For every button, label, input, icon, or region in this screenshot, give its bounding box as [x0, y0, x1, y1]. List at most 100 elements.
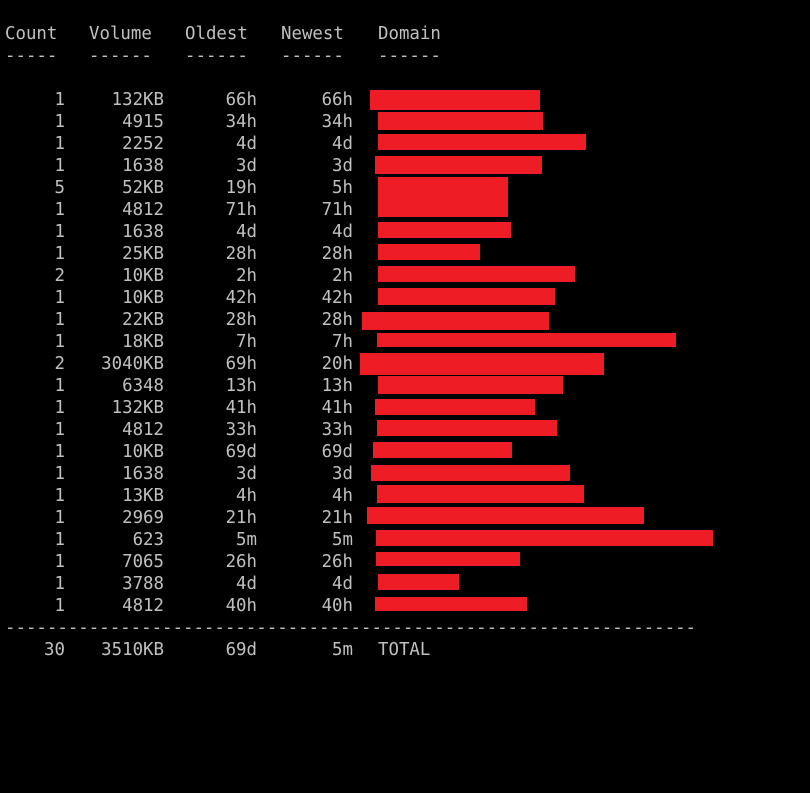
redaction-box [375, 156, 542, 174]
row-count: 1 [54, 222, 65, 242]
row-volume: 10KB [122, 442, 164, 462]
redaction-box [378, 222, 511, 238]
row-oldest: 4d [236, 134, 257, 154]
row-volume: 10KB [122, 266, 164, 286]
redaction-box [378, 288, 555, 305]
row-count: 1 [54, 112, 65, 132]
row-oldest: 3d [236, 156, 257, 176]
row-newest: 7h [332, 332, 353, 352]
row-volume: 4915 [122, 112, 164, 132]
row-volume: 3788 [122, 574, 164, 594]
row-oldest: 41h [225, 398, 257, 418]
total-volume: 3510KB [101, 640, 164, 660]
row-oldest: 28h [225, 244, 257, 264]
row-oldest: 42h [225, 288, 257, 308]
redaction-box [360, 353, 604, 375]
redaction-box [370, 90, 540, 110]
row-newest: 4d [332, 574, 353, 594]
row-volume: 1638 [122, 222, 164, 242]
row-newest: 28h [321, 310, 353, 330]
row-count: 1 [54, 398, 65, 418]
redaction-box [367, 507, 644, 524]
row-oldest: 4h [236, 486, 257, 506]
row-volume: 2252 [122, 134, 164, 154]
row-newest: 26h [321, 552, 353, 572]
row-newest: 3d [332, 464, 353, 484]
row-volume: 4812 [122, 200, 164, 220]
row-newest: 41h [321, 398, 353, 418]
terminal-window[interactable]: Count Volume Oldest Newest Domain ----- … [0, 0, 810, 679]
header-volume: Volume [89, 24, 152, 44]
row-volume: 132KB [111, 90, 164, 110]
row-newest: 21h [321, 508, 353, 528]
row-newest: 5h [332, 178, 353, 198]
redaction-box [378, 112, 543, 130]
header-count: Count [5, 24, 58, 44]
row-volume: 25KB [122, 244, 164, 264]
row-volume: 3040KB [101, 354, 164, 374]
row-count: 1 [54, 376, 65, 396]
row-volume: 623 [132, 530, 164, 550]
row-count: 1 [54, 508, 65, 528]
total-label: TOTAL [378, 640, 431, 660]
row-count: 1 [54, 420, 65, 440]
row-newest: 69d [321, 442, 353, 462]
header-domain: Domain [378, 24, 441, 44]
redaction-box [362, 312, 549, 330]
total-count: 30 [44, 640, 65, 660]
row-oldest: 40h [225, 596, 257, 616]
row-oldest: 69d [225, 442, 257, 462]
row-volume: 10KB [122, 288, 164, 308]
row-count: 1 [54, 332, 65, 352]
row-volume: 18KB [122, 332, 164, 352]
row-count: 1 [54, 464, 65, 484]
redaction-box [377, 333, 676, 347]
header-newest: Newest [281, 24, 344, 44]
redaction-box [378, 195, 508, 217]
row-newest: 4d [332, 222, 353, 242]
redaction-box [375, 597, 527, 611]
redaction-box [376, 530, 713, 546]
row-count: 1 [54, 310, 65, 330]
redaction-box [375, 399, 535, 415]
row-oldest: 28h [225, 310, 257, 330]
redaction-box [376, 552, 520, 566]
row-count: 1 [54, 244, 65, 264]
row-oldest: 4d [236, 222, 257, 242]
row-count: 1 [54, 288, 65, 308]
row-count: 1 [54, 552, 65, 572]
row-count: 1 [54, 574, 65, 594]
row-volume: 2969 [122, 508, 164, 528]
row-count: 1 [54, 134, 65, 154]
header-domain-underline: ------ [378, 46, 441, 66]
redaction-box [371, 465, 570, 481]
row-newest: 4h [332, 486, 353, 506]
row-oldest: 21h [225, 508, 257, 528]
redaction-box [378, 266, 575, 282]
row-count: 1 [54, 200, 65, 220]
row-newest: 5m [332, 530, 353, 550]
redaction-box [377, 485, 584, 503]
row-volume: 1638 [122, 464, 164, 484]
row-newest: 42h [321, 288, 353, 308]
row-count: 1 [54, 486, 65, 506]
row-oldest: 34h [225, 112, 257, 132]
header-oldest-underline: ------ [185, 46, 248, 66]
row-newest: 20h [321, 354, 353, 374]
header-underline: ----- ------ ------ ------ ------ [5, 45, 441, 67]
redaction-box [378, 177, 508, 199]
row-newest: 71h [321, 200, 353, 220]
total-row: 30 3510KB 69d 5m TOTAL [5, 639, 430, 661]
row-oldest: 2h [236, 266, 257, 286]
row-volume: 132KB [111, 398, 164, 418]
header-volume-underline: ------ [89, 46, 152, 66]
redaction-box [373, 442, 512, 458]
row-volume: 22KB [122, 310, 164, 330]
row-count: 1 [54, 596, 65, 616]
header-newest-underline: ------ [281, 46, 344, 66]
row-oldest: 33h [225, 420, 257, 440]
row-newest: 2h [332, 266, 353, 286]
row-oldest: 69h [225, 354, 257, 374]
header-oldest: Oldest [185, 24, 248, 44]
row-newest: 13h [321, 376, 353, 396]
